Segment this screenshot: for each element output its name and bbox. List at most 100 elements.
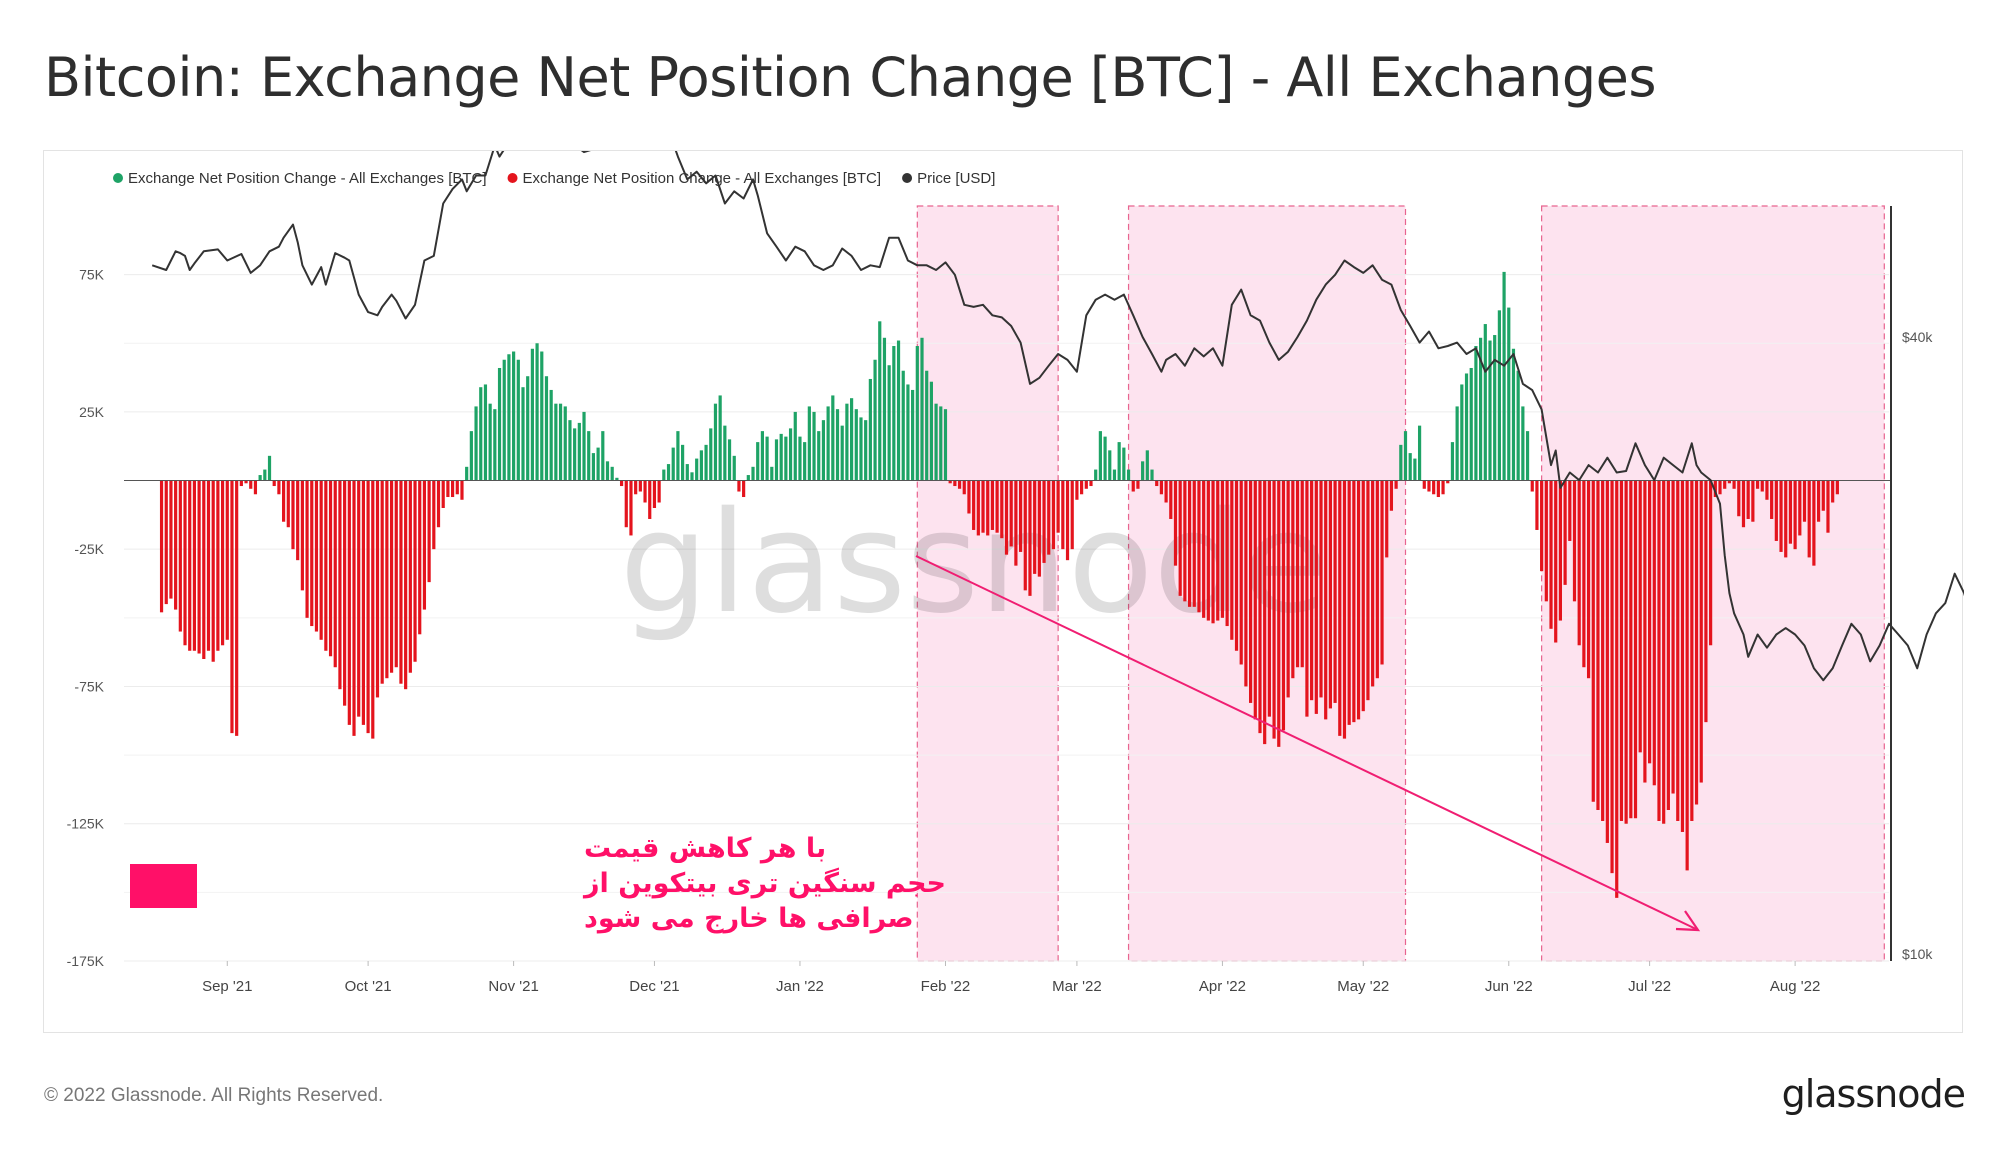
net-change-bar (1525, 431, 1530, 481)
net-change-bar (432, 480, 436, 550)
net-change-bar (981, 480, 985, 533)
net-change-bar (1131, 480, 1135, 492)
net-change-bar (1126, 469, 1131, 481)
net-change-bar (849, 398, 854, 481)
net-change-bar (821, 420, 826, 481)
net-change-bar (1408, 453, 1412, 481)
net-change-bar (1070, 480, 1074, 550)
net-change-bar (366, 480, 370, 734)
chart-container: 75K 25K -25K -75K -125K -175K glassnode $40k $10… (43, 150, 1964, 1033)
net-change-bar (1479, 337, 1483, 481)
net-change-bar (328, 480, 333, 657)
net-change-bar (751, 466, 755, 481)
net-change-bar (1075, 480, 1079, 500)
net-change-bar (681, 444, 685, 481)
net-change-bar (1009, 480, 1013, 547)
net-change-bar (638, 480, 642, 492)
net-change-bar (469, 431, 473, 481)
net-change-bar (169, 480, 173, 599)
net-change-bar (286, 480, 290, 528)
net-change-bar (216, 480, 220, 651)
net-change-bar (1150, 469, 1154, 481)
net-change-bar (375, 480, 380, 698)
net-change-bar (995, 480, 999, 533)
net-change-bar (793, 411, 797, 481)
net-change-bar (554, 403, 558, 481)
net-change-bar (1347, 480, 1351, 725)
net-change-bar (835, 409, 840, 481)
net-change-bar (817, 431, 821, 481)
copyright-text: © 2022 Glassnode. All Rights Reserved. (44, 1085, 384, 1106)
glassnode-logo[interactable]: glassnode (1781, 1072, 1966, 1116)
net-change-bar (1361, 480, 1365, 712)
net-change-bar (441, 480, 445, 508)
net-change-bar (479, 387, 483, 481)
net-change-bar (1338, 480, 1342, 736)
net-change-bar (230, 480, 234, 734)
net-change-bar (854, 409, 858, 481)
net-change-bar (1371, 480, 1375, 687)
net-change-bar (582, 411, 586, 481)
net-change-bar (1835, 480, 1839, 495)
net-change-bar (1591, 480, 1595, 802)
net-change-bar (1206, 480, 1210, 621)
legend-label: Price [USD] (917, 170, 995, 187)
net-change-bar (939, 406, 943, 481)
x-tick-label: Dec '21 (629, 978, 679, 995)
legend-dot (902, 173, 913, 183)
net-change-bar (1291, 480, 1295, 679)
net-change-bar (206, 480, 211, 651)
net-change-bar (619, 480, 624, 487)
net-change-bar (1023, 480, 1027, 591)
trend-arrow (915, 555, 1697, 930)
net-change-bar (1812, 480, 1816, 566)
net-change-bar (1572, 480, 1577, 602)
net-change-bar (1258, 480, 1262, 734)
net-change-bar (455, 480, 459, 495)
net-change-bar (549, 389, 553, 481)
net-change-bar (526, 376, 530, 481)
net-change-bar (1441, 480, 1445, 495)
legend-dot (113, 173, 123, 183)
x-tick-label: Jun '22 (1485, 978, 1533, 995)
net-change-bar (868, 378, 872, 481)
x-tick-label: Oct '21 (345, 978, 392, 995)
net-change-bar (1061, 480, 1065, 550)
annotation-text: با هر کاهش قیمت (584, 833, 826, 864)
net-change-bar (1554, 480, 1558, 643)
net-change-bar (1197, 480, 1201, 613)
net-change-bar (1610, 480, 1614, 874)
net-change-bar (1582, 480, 1586, 668)
net-change-bar (662, 469, 666, 481)
net-change-bar (385, 480, 389, 679)
net-change-bar (164, 480, 168, 605)
net-change-bar (887, 365, 891, 481)
net-change-bar (1633, 480, 1638, 819)
net-change-bar (1774, 480, 1778, 541)
net-change-bar (962, 480, 966, 495)
net-change-bar (1220, 480, 1225, 618)
net-change-bar (690, 472, 694, 481)
net-change-bar (1342, 480, 1347, 739)
net-change-bar (244, 480, 248, 484)
legend-label: Exchange Net Position Change - All Excha… (523, 170, 882, 187)
legend-label: Exchange Net Position Change - All Excha… (128, 170, 487, 187)
net-change-bar (418, 480, 422, 635)
net-change-bar (911, 389, 915, 481)
net-change-bar (568, 420, 572, 481)
net-change-bar (943, 409, 948, 481)
net-change-bar (1741, 480, 1746, 528)
net-change-bar (1202, 480, 1206, 618)
price-axis-label: $40k (1902, 329, 1933, 345)
net-change-bar (380, 480, 384, 684)
net-change-bar (1136, 480, 1140, 489)
net-change-bar (1244, 480, 1248, 687)
net-change-bar (1652, 480, 1656, 786)
net-change-bar (1263, 480, 1267, 745)
net-change-bar (1638, 480, 1642, 753)
net-change-bar (422, 480, 427, 610)
x-tick-label: Mar '22 (1052, 978, 1102, 995)
net-change-bar (324, 480, 328, 651)
net-change-bar (1230, 480, 1234, 640)
legend-item: Exchange Net Position Change - All Excha… (507, 170, 882, 187)
